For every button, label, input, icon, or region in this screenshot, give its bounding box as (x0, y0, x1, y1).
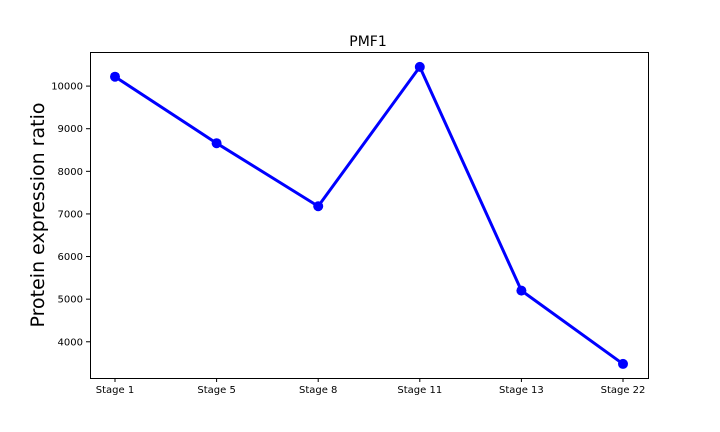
data-layer (110, 61, 628, 369)
x-tick-label: Stage 5 (197, 385, 235, 396)
y-tick-label: 9000 (58, 124, 83, 135)
y-tick-label: 7000 (58, 209, 83, 220)
x-tick-label: Stage 1 (96, 385, 134, 396)
data-point (211, 138, 222, 149)
series-line (113, 65, 625, 366)
data-point (414, 61, 425, 72)
chart-title: PMF1 (349, 34, 386, 50)
y-tick-label: 5000 (58, 295, 83, 306)
data-point (313, 201, 324, 212)
plot-frame (90, 52, 649, 379)
y-tick-label: 4000 (58, 337, 83, 348)
y-tick-label: 8000 (58, 167, 83, 178)
axes-layer: 4000 5000 6000 7000 8000 9000 10000 Stage 1 Stag… (51, 52, 649, 396)
y-axis-label: Protein expression ratio (27, 103, 49, 328)
x-tick-label: Stage 8 (299, 385, 337, 396)
x-tick-label: Stage 13 (499, 385, 544, 396)
data-point (516, 285, 527, 296)
y-tick-label: 6000 (58, 252, 83, 263)
y-tick-label: 10000 (51, 82, 83, 93)
x-tick-label: Stage 22 (601, 385, 646, 396)
data-point (618, 358, 628, 369)
data-point (110, 71, 120, 82)
x-tick-label: Stage 11 (397, 385, 442, 396)
